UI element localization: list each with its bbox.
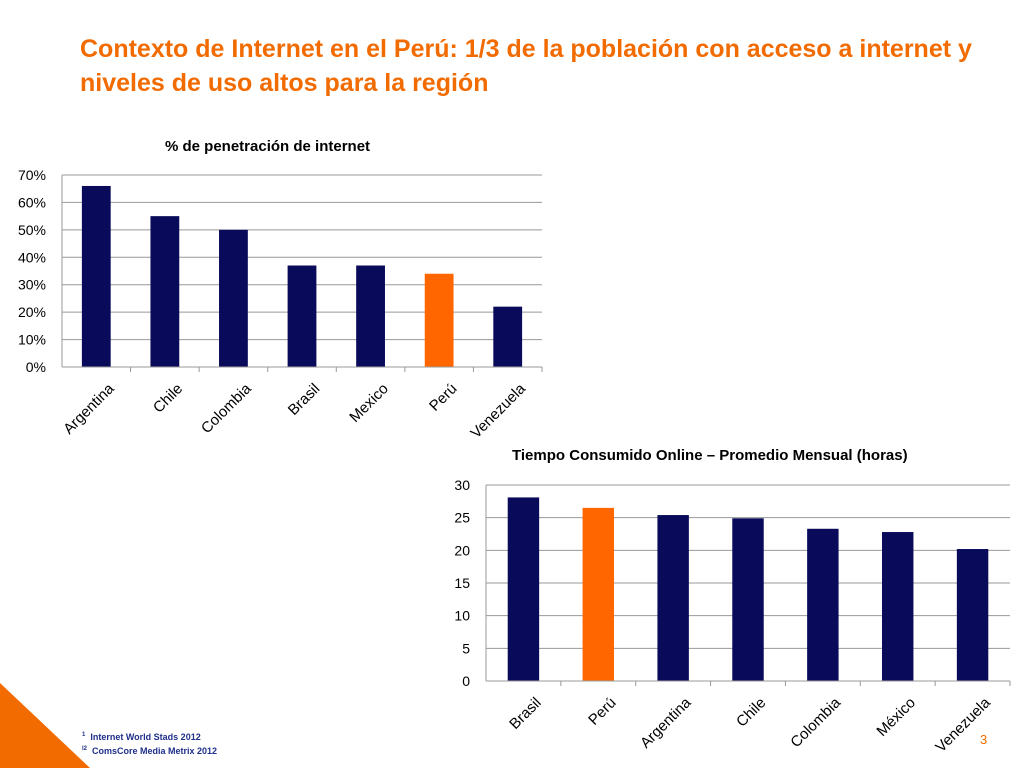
y-tick-label: 10: [454, 608, 470, 624]
x-tick-label: Brasil: [506, 694, 545, 733]
y-tick-label: 15: [454, 575, 470, 591]
bar-chile: [732, 518, 764, 681]
x-tick-label: Colombia: [198, 380, 255, 437]
x-tick-label: Mexico: [346, 380, 392, 426]
x-tick-label: Brasil: [285, 380, 324, 419]
slide-title: Contexto de Internet en el Perú: 1/3 de …: [80, 35, 972, 97]
y-tick-label: 10%: [18, 332, 46, 348]
bar-chile: [150, 216, 180, 367]
x-tick-label: Colombia: [787, 694, 844, 751]
bar-brasil: [507, 497, 540, 681]
bar-venezuela: [956, 549, 989, 681]
bar-perú: [582, 507, 615, 681]
y-tick-label: 20%: [18, 304, 46, 320]
footnote-1: 1 Internet World Stads 2012: [82, 729, 217, 743]
x-tick-label: Argentina: [60, 380, 118, 438]
bar-méxico: [881, 532, 914, 681]
footnote-marker: 1: [82, 732, 86, 738]
bar-brasil: [287, 265, 317, 367]
y-tick-label: 5: [462, 640, 470, 656]
bar-perú: [424, 273, 454, 367]
bar-colombia: [219, 229, 248, 367]
bar-colombia: [807, 528, 839, 681]
footnote-marker: l2: [82, 746, 88, 752]
x-tick-label: Perú: [426, 380, 460, 414]
footnote-2: l2 ComsCore Media Metrix 2012: [82, 743, 217, 757]
y-tick-label: 40%: [18, 249, 46, 265]
y-tick-label: 50%: [18, 222, 46, 238]
footnotes: 1 Internet World Stads 2012 l2 ComsCore Me…: [82, 729, 217, 757]
bar-argentina: [657, 515, 689, 681]
y-tick-label: 0%: [26, 359, 46, 375]
y-tick-label: 30%: [18, 277, 46, 293]
x-tick-label: Argentina: [637, 694, 695, 752]
y-tick-label: 30: [454, 477, 470, 493]
y-tick-label: 60%: [18, 194, 46, 210]
x-tick-label: Chile: [733, 694, 769, 730]
y-tick-label: 0: [462, 673, 470, 689]
chart1-title: % de penetración de internet: [165, 138, 371, 155]
footnote-text: ComsCore Media Metrix 2012: [92, 746, 218, 756]
x-tick-label: Venezuela: [467, 380, 529, 442]
x-tick-label: Chile: [150, 380, 186, 416]
page-number: 3: [980, 732, 988, 747]
chart2-title: Tiempo Consumido Online – Promedio Mensu…: [512, 447, 908, 464]
y-tick-label: 70%: [18, 167, 46, 183]
bar-argentina: [81, 185, 111, 367]
x-tick-label: México: [873, 694, 919, 740]
y-tick-label: 25: [454, 510, 470, 526]
bar-venezuela: [493, 306, 523, 367]
corner-decoration: [0, 683, 90, 768]
x-tick-label: Perú: [585, 694, 619, 728]
bar-mexico: [356, 265, 385, 367]
footnote-text: Internet World Stads 2012: [90, 732, 201, 742]
y-tick-label: 20: [454, 542, 470, 558]
